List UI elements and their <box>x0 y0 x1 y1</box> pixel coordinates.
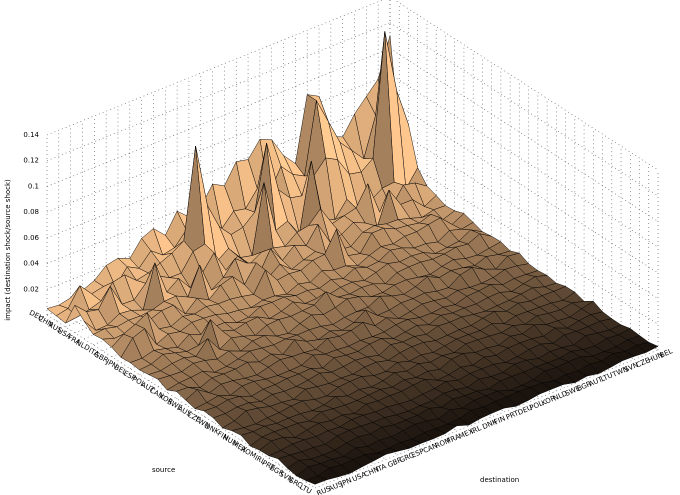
grid-line <box>394 0 659 171</box>
grid-line <box>46 99 391 239</box>
grid-line <box>46 0 384 136</box>
z-tick-label: 0.12 <box>23 157 39 165</box>
z-axis-label: impact (destination shock/source shock) <box>4 179 12 321</box>
z-tick-label: 0.14 <box>23 131 39 139</box>
z-tick-label: 0.06 <box>23 234 39 242</box>
surface-cell <box>305 475 328 485</box>
destination-tick-label: ITA <box>375 462 388 474</box>
z-tick-label: 0.02 <box>23 285 39 293</box>
destination-tick-label: FIN <box>493 415 507 427</box>
surface-layer <box>46 31 659 485</box>
grid-line <box>46 22 391 161</box>
grid-line <box>389 22 659 196</box>
destination-tick-label: RUS <box>316 484 333 495</box>
source-tick-label: LTU <box>298 483 313 495</box>
grid-line <box>46 48 391 187</box>
grid-line <box>314 349 659 489</box>
destination-tick-label: BEL <box>659 347 674 360</box>
destination-tick-label: IRL <box>469 424 482 436</box>
z-tick-label: 0.08 <box>23 208 39 216</box>
z-tick-label: 0.1 <box>28 182 39 190</box>
x-axis-label: destination <box>480 476 519 484</box>
y-axis-label: source <box>152 466 175 474</box>
grid-line <box>46 73 391 213</box>
z-tick-label: 0.04 <box>23 260 39 268</box>
